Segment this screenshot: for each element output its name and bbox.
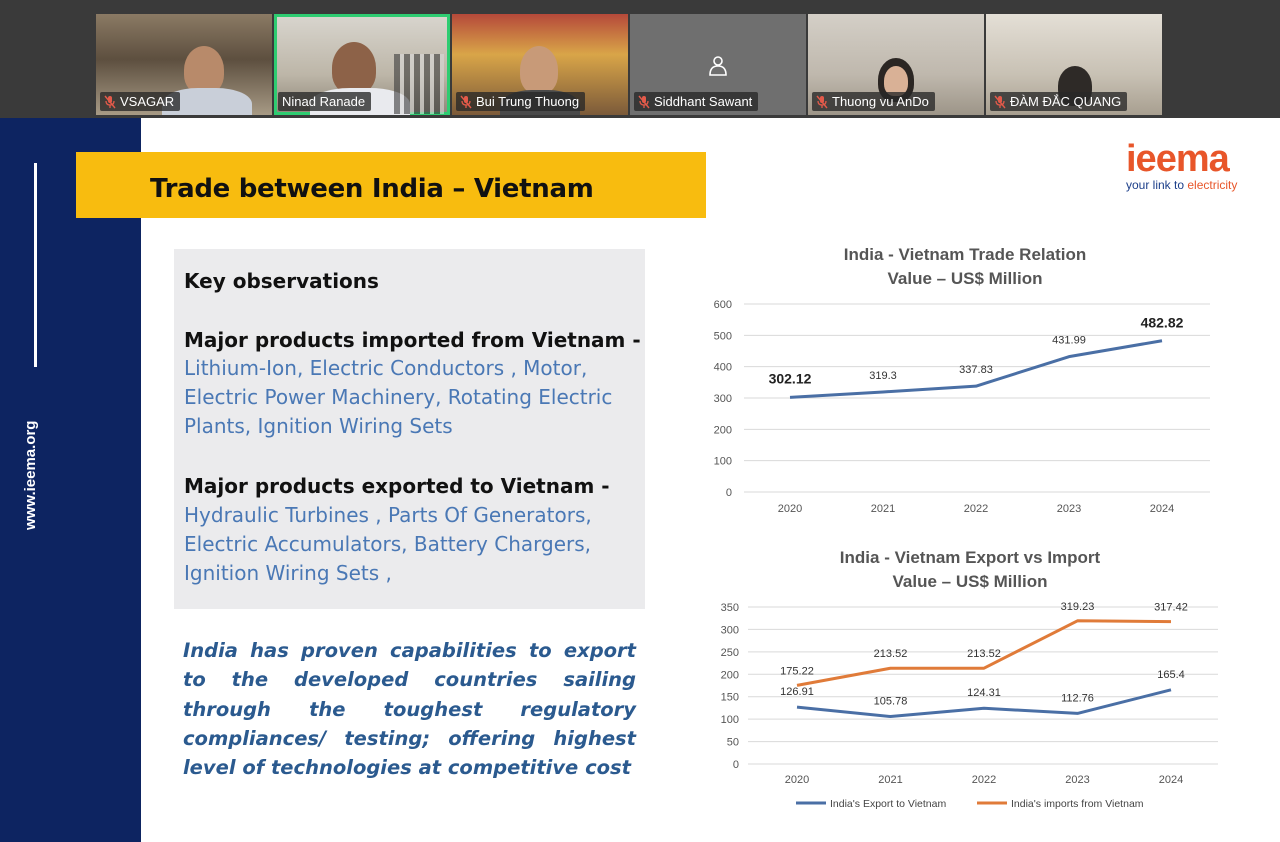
participant-tile-1[interactable]: VSAGAR	[96, 14, 272, 115]
participant-name: Siddhant Sawant	[654, 94, 753, 109]
x-tick-label: 2021	[878, 774, 902, 786]
sidebar-website-text: www.ieema.org	[22, 420, 39, 530]
chart1-subtitle: Value – US$ Million	[887, 269, 1043, 288]
x-tick-label: 2020	[778, 503, 802, 515]
y-tick-label: 150	[721, 692, 739, 704]
y-tick-label: 350	[721, 602, 739, 614]
data-label: 105.78	[874, 696, 908, 708]
series-line-1	[789, 339, 1163, 399]
ieema-logo: ieema your link to electricity	[1126, 140, 1266, 194]
chart2-title-block: India - Vietnam Export vs Import Value –…	[760, 546, 1180, 594]
participant-name: Ninad Ranade	[282, 94, 366, 109]
data-label: 112.76	[1061, 692, 1094, 704]
y-tick-label: 100	[714, 456, 732, 468]
mic-muted-icon	[104, 95, 116, 108]
participant-name: Bui Trung Thuong	[476, 94, 580, 109]
data-label: 431.99	[1052, 335, 1086, 347]
participant-tile-3[interactable]: Bui Trung Thuong	[452, 14, 628, 115]
y-tick-label: 600	[714, 299, 732, 311]
series-line-2	[796, 619, 1172, 687]
data-label: 213.52	[874, 648, 908, 660]
participant-namebar: Thuong vu AnDo	[812, 92, 935, 111]
x-tick-label: 2021	[871, 503, 895, 515]
slide-sidebar	[0, 118, 141, 842]
y-tick-label: 250	[721, 647, 739, 659]
x-tick-label: 2022	[972, 774, 996, 786]
slide-title: Trade between India – Vietnam	[150, 174, 594, 204]
participant-namebar: VSAGAR	[100, 92, 181, 111]
mic-muted-icon	[638, 95, 650, 108]
logo-brand: ieema	[1126, 138, 1230, 180]
data-label: 165.4	[1157, 669, 1185, 681]
y-tick-label: 0	[726, 487, 732, 499]
y-tick-label: 200	[714, 424, 732, 436]
logo-tagline: your link to electricity	[1126, 178, 1238, 192]
legend-label: India's Export to Vietnam	[830, 798, 946, 810]
data-label: 319.23	[1061, 601, 1095, 613]
x-tick-label: 2024	[1150, 503, 1174, 515]
y-tick-label: 200	[721, 669, 739, 681]
observations-heading: Key observations	[184, 269, 379, 293]
avatar-placeholder-icon	[709, 56, 727, 76]
x-tick-label: 2020	[785, 774, 809, 786]
data-label: 175.22	[780, 665, 814, 677]
capability-statement: India has proven capabilities to export …	[183, 639, 636, 780]
participant-name: ĐÀM ĐẮC QUANG	[1010, 94, 1122, 109]
imports-list: Lithium-Ion, Electric Conductors , Motor…	[184, 356, 613, 438]
chart1-title-block: India - Vietnam Trade Relation Value – U…	[760, 243, 1170, 291]
data-label: 319.3	[869, 370, 897, 382]
y-tick-label: 300	[721, 624, 739, 636]
participant-namebar: Bui Trung Thuong	[456, 92, 586, 111]
participant-namebar: Ninad Ranade	[278, 92, 372, 111]
mic-muted-icon	[816, 95, 828, 108]
participant-name: VSAGAR	[120, 94, 175, 109]
participant-tile-6[interactable]: ĐÀM ĐẮC QUANG	[986, 14, 1162, 115]
data-label: 337.83	[959, 364, 993, 376]
data-label: 482.82	[1141, 315, 1184, 331]
exports-heading: Major products exported to Vietnam -	[184, 474, 610, 498]
x-tick-label: 2023	[1065, 774, 1089, 786]
data-label: 126.91	[780, 686, 814, 698]
chart2-title: India - Vietnam Export vs Import	[839, 548, 1101, 567]
participant-tile-5[interactable]: Thuong vu AnDo	[808, 14, 984, 115]
data-label: 124.31	[967, 687, 1001, 699]
imports-heading: Major products imported from Vietnam -	[184, 328, 641, 352]
participant-namebar: ĐÀM ĐẮC QUANG	[990, 92, 1128, 111]
exports-list: Hydraulic Turbines , Parts Of Generators…	[184, 503, 592, 585]
observations-box: Key observations Major products imported…	[174, 249, 645, 609]
x-tick-label: 2023	[1057, 503, 1081, 515]
series-line-1	[796, 688, 1172, 719]
data-label: 213.52	[967, 648, 1001, 660]
y-tick-label: 100	[721, 714, 739, 726]
chart1-title: India - Vietnam Trade Relation	[843, 245, 1087, 264]
y-tick-label: 50	[727, 737, 739, 749]
participant-strip: VSAGAR Ninad Ranade Bui Trung Thuong Sid…	[0, 0, 1280, 118]
participant-tile-4[interactable]: Siddhant Sawant	[630, 14, 806, 115]
x-tick-label: 2022	[964, 503, 988, 515]
y-tick-label: 400	[714, 362, 732, 374]
participant-tile-2[interactable]: Ninad Ranade	[274, 14, 450, 115]
participant-video	[332, 42, 376, 94]
data-label: 317.42	[1154, 602, 1188, 614]
y-tick-label: 500	[714, 330, 732, 342]
legend-label: India's imports from Vietnam	[1011, 798, 1144, 810]
export-vs-import-chart: 0 50 100 150 200 250 300 350 2020 2021 2022 2023 202…	[721, 601, 1218, 810]
participant-namebar: Siddhant Sawant	[634, 92, 759, 111]
mic-muted-icon	[994, 95, 1006, 108]
participant-video	[520, 46, 558, 94]
title-banner: Trade between India – Vietnam	[76, 152, 706, 218]
trade-relation-chart: 0 100 200 300 400 500 600 2020 2021 2022 2023 2024 3…	[714, 299, 1210, 515]
chart2-subtitle: Value – US$ Million	[892, 572, 1048, 591]
participant-name: Thuong vu AnDo	[832, 94, 929, 109]
data-label: 302.12	[769, 370, 812, 386]
y-tick-label: 0	[733, 759, 739, 771]
sidebar-divider	[34, 163, 37, 367]
y-tick-label: 300	[714, 393, 732, 405]
mic-muted-icon	[460, 95, 472, 108]
x-tick-label: 2024	[1159, 774, 1183, 786]
participant-video	[184, 46, 224, 94]
